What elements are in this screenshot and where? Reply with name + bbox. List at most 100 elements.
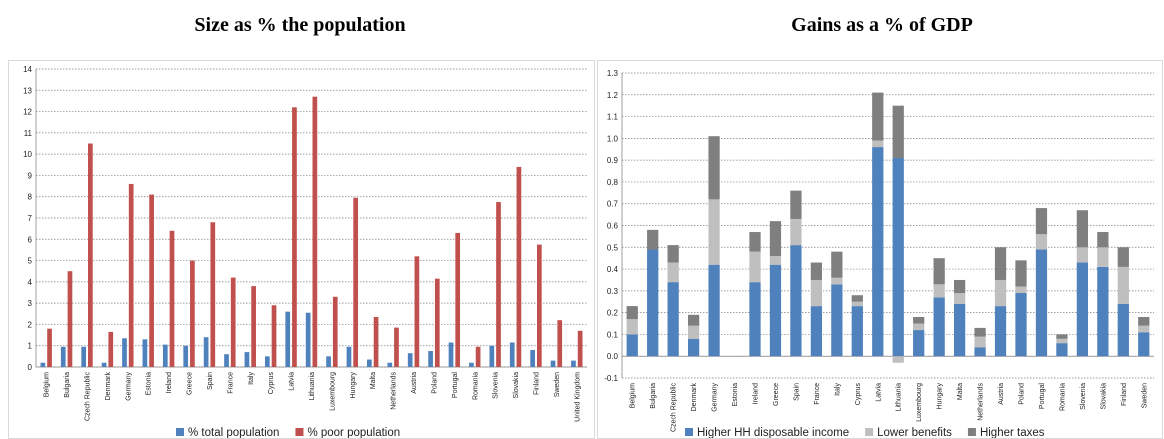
bar: [67, 271, 73, 367]
bar: [60, 346, 66, 367]
legend-label: % total population: [188, 427, 279, 438]
x-tick-label: Bulgaria: [650, 383, 657, 409]
bar: [230, 277, 236, 367]
bar-segment: [974, 347, 986, 357]
bar-segment: [790, 218, 802, 246]
x-tick-label: Lithuania: [309, 372, 316, 401]
x-tick-label: Romania: [1059, 383, 1066, 411]
y-tick-label: 7: [28, 214, 33, 223]
x-tick-label: Bulgaria: [64, 372, 71, 398]
bar: [387, 362, 393, 367]
bar: [489, 345, 495, 367]
bar-segment: [831, 284, 843, 357]
y-tick-label: 0.9: [607, 156, 619, 165]
bar: [469, 362, 474, 367]
bar: [108, 331, 114, 367]
bar-segment: [1138, 325, 1150, 333]
bar-segment: [1138, 317, 1150, 326]
x-tick-label: Ireland: [166, 372, 173, 394]
y-tick-label: 6: [28, 235, 33, 244]
bar-segment: [994, 247, 1007, 280]
bar-segment: [769, 221, 782, 256]
y-tick-label: 9: [28, 171, 33, 180]
y-tick-label: 5: [28, 257, 33, 266]
legend-label: Higher HH disposable income: [697, 427, 849, 438]
bar-segment: [708, 264, 720, 357]
bar-segment: [667, 262, 679, 283]
bar-segment: [872, 140, 884, 148]
x-tick-label: Germany: [125, 372, 132, 401]
y-tick-label: 0.0: [607, 352, 619, 361]
bar-segment: [892, 105, 904, 158]
x-tick-label: Hungary: [350, 372, 357, 399]
bar: [88, 143, 93, 367]
x-tick-label: Netherlands: [978, 383, 985, 421]
bar: [312, 96, 318, 367]
bar-segment: [647, 249, 659, 357]
bar: [414, 256, 420, 367]
y-tick-label: 1.3: [607, 69, 619, 78]
bar: [516, 166, 522, 367]
bar: [190, 260, 195, 367]
x-tick-label: Estonia: [146, 372, 153, 395]
bar-segment: [626, 334, 638, 357]
bar: [367, 359, 372, 367]
bar: [536, 244, 542, 367]
bar-segment: [913, 317, 925, 324]
x-tick-label: Portugal: [1039, 383, 1046, 410]
bar: [305, 312, 311, 367]
left-chart-title: Size as % the population: [194, 14, 406, 36]
legend-swatch: [685, 428, 693, 436]
bar-segment: [1138, 332, 1150, 357]
bar-segment: [810, 262, 823, 280]
x-tick-label: France: [227, 372, 234, 394]
bar-segment: [667, 245, 679, 263]
bar: [394, 327, 399, 367]
bar-segment: [933, 284, 945, 298]
x-tick-label: Ireland: [753, 383, 760, 405]
bar: [571, 360, 576, 367]
bar-segment: [831, 251, 843, 278]
y-tick-label: 2: [28, 320, 33, 329]
x-tick-label: Sweden: [1141, 383, 1148, 408]
bar: [455, 232, 461, 367]
x-tick-label: Latvia: [289, 372, 296, 391]
y-tick-label: 1: [28, 342, 33, 351]
x-tick-label: Sweden: [554, 372, 561, 397]
x-tick-label: Latvia: [875, 383, 882, 402]
y-tick-label: 0.2: [607, 309, 619, 318]
y-tick-label: 0.3: [607, 287, 619, 296]
bar: [81, 346, 87, 367]
bar-segment: [1056, 338, 1068, 344]
legend-swatch: [176, 428, 184, 436]
y-tick-label: 12: [23, 108, 32, 117]
x-tick-label: Denmark: [105, 372, 112, 401]
x-tick-label: Romania: [472, 372, 479, 400]
bar: [169, 230, 175, 367]
bar-segment: [1097, 247, 1109, 267]
bar: [292, 107, 297, 368]
bar-segment: [810, 306, 823, 357]
bar-segment: [626, 319, 638, 335]
bar: [530, 349, 535, 367]
legend-label: % poor population: [307, 427, 400, 438]
bar-segment: [851, 306, 863, 357]
bar: [509, 342, 515, 367]
bar-segment: [1035, 249, 1048, 357]
bar-segment: [1117, 247, 1129, 267]
bar: [101, 362, 107, 367]
bar-segment: [1035, 234, 1048, 250]
right-chart-title: Gains as a % of GDP: [791, 14, 973, 36]
bar: [149, 194, 154, 367]
bar: [373, 316, 379, 367]
bar-segment: [933, 297, 945, 357]
bar: [550, 360, 556, 367]
x-tick-label: Spain: [207, 372, 214, 390]
bar-segment: [1076, 210, 1089, 248]
bar: [210, 222, 216, 367]
y-tick-label: 0.8: [607, 178, 619, 187]
bar-segment: [769, 256, 782, 265]
bar: [285, 311, 291, 367]
bar: [162, 344, 168, 367]
bar-segment: [749, 232, 761, 252]
